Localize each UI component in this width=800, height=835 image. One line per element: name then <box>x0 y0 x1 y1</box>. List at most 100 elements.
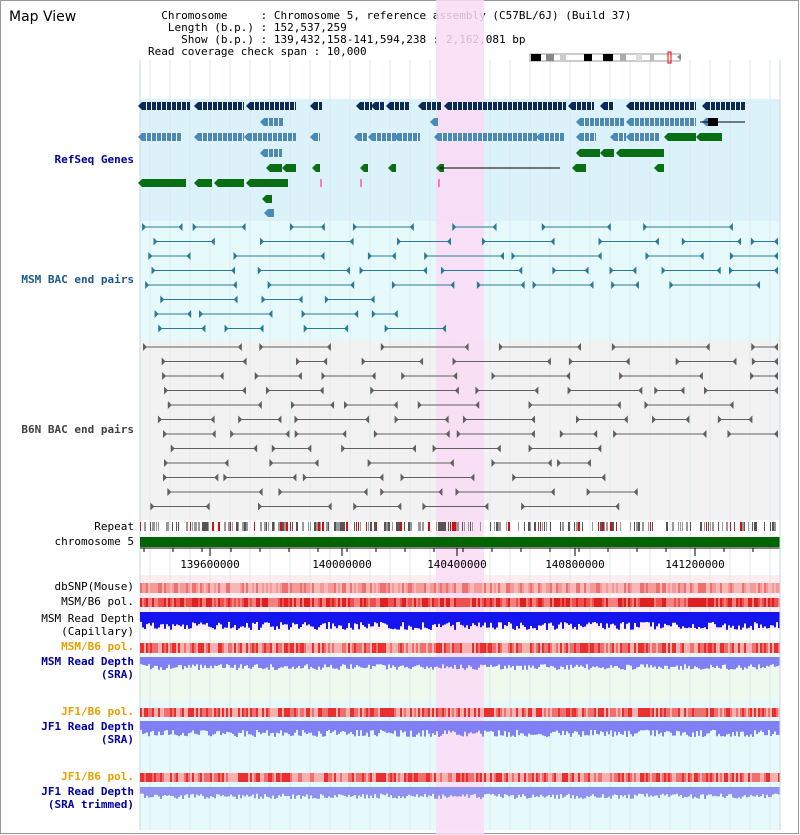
polymorphism-strip-cell <box>438 598 440 607</box>
repeat-mark <box>228 522 230 531</box>
polymorphism-strip-cell <box>496 708 498 717</box>
repeat-mark <box>470 522 471 531</box>
polymorphism-strip-cell <box>616 773 618 782</box>
polymorphism-strip-cell <box>560 773 562 782</box>
polymorphism-strip-cell <box>440 708 442 717</box>
polymorphism-strip-cell <box>196 773 198 782</box>
msm-capillary-depth-bar <box>462 612 464 626</box>
gene-exon <box>198 102 244 110</box>
polymorphism-strip-cell <box>764 583 766 593</box>
msm-capillary-depth-bar <box>618 612 620 630</box>
gene-exon-gap <box>278 118 279 126</box>
jf1-sra-depth-bar <box>266 721 268 731</box>
jf1-sra-depth-bar <box>334 721 336 731</box>
polymorphism-strip-cell <box>204 773 206 782</box>
polymorphism-strip-cell <box>616 583 618 593</box>
polymorphism-strip-cell <box>562 598 564 607</box>
msm-sra-depth-bar <box>286 657 288 667</box>
polymorphism-strip-cell <box>322 773 324 782</box>
msm-sra-depth-bar <box>520 657 522 666</box>
jf1-trim-depth-bar <box>634 787 636 795</box>
polymorphism-strip-cell <box>386 598 388 607</box>
msm-capillary-depth-bar <box>266 612 268 623</box>
jf1-trim-depth-bar <box>438 787 440 796</box>
jf1-sra-depth-bar <box>412 721 414 737</box>
polymorphism-strip-cell <box>190 598 192 607</box>
polymorphism-strip-cell <box>506 708 508 717</box>
polymorphism-strip-cell <box>306 583 308 593</box>
polymorphism-strip-cell <box>752 598 754 607</box>
track-label-refseq[interactable]: RefSeq Genes <box>54 153 134 166</box>
bac-end-right <box>438 488 443 496</box>
polymorphism-strip-cell <box>528 598 530 607</box>
polymorphism-strip-cell <box>636 583 638 593</box>
jf1-sra-depth-bar <box>236 721 238 737</box>
gene-exon-gap <box>227 102 228 110</box>
polymorphism-strip-cell <box>576 773 578 782</box>
track-label-msm-bac[interactable]: MSM BAC end pairs <box>21 273 134 286</box>
polymorphism-strip-cell <box>322 598 324 607</box>
msm-capillary-depth-bar <box>468 612 470 629</box>
polymorphism-strip-cell <box>250 643 252 653</box>
polymorphism-strip-cell <box>210 643 212 653</box>
msm-sra-depth-bar <box>562 657 564 668</box>
repeat-mark <box>408 522 410 531</box>
msm-capillary-depth-bar <box>264 612 266 623</box>
polymorphism-strip-cell <box>430 598 432 607</box>
jf1-sra-depth-bar <box>686 721 688 735</box>
polymorphism-strip-cell <box>428 773 430 782</box>
polymorphism-strip-cell <box>510 643 512 653</box>
polymorphism-strip-cell <box>180 708 182 717</box>
polymorphism-strip-cell <box>656 643 658 653</box>
msm-capillary-depth-bar <box>406 612 408 630</box>
bac-end-right <box>698 372 703 380</box>
gene-arrow <box>246 179 250 187</box>
track-label-b6n-bac[interactable]: B6N BAC end pairs <box>21 423 134 436</box>
polymorphism-strip-cell <box>556 583 558 593</box>
jf1-trim-depth-bar <box>614 787 616 795</box>
jf1-trim-depth-bar <box>520 787 522 798</box>
polymorphism-strip-cell <box>146 773 148 782</box>
polymorphism-strip-cell <box>494 583 496 593</box>
jf1-sra-depth-bar <box>430 721 432 737</box>
gene-exon-gap <box>362 133 363 141</box>
polymorphism-strip-cell <box>232 643 234 653</box>
repeat-mark <box>404 522 405 531</box>
msm-capillary-depth-bar <box>286 612 288 625</box>
polymorphism-strip-cell <box>452 583 454 593</box>
jf1-trim-depth-bar <box>706 787 708 796</box>
jf1-trim-depth-bar <box>762 787 764 795</box>
repeat-mark <box>754 522 756 531</box>
polymorphism-strip-cell <box>142 708 144 717</box>
polymorphism-strip-cell <box>528 583 530 593</box>
polymorphism-strip-cell <box>702 643 704 653</box>
polymorphism-strip-cell <box>168 643 170 653</box>
msm-sra-depth-bar <box>360 657 362 668</box>
msm-sra-depth-bar <box>640 657 642 665</box>
polymorphism-strip-cell <box>408 708 410 717</box>
bac-end-left <box>552 266 557 275</box>
gene-exon-gap <box>181 102 182 110</box>
jf1-sra-depth-bar <box>742 721 744 732</box>
polymorphism-strip-cell <box>402 598 404 607</box>
repeat-mark <box>218 522 220 531</box>
jf1-trim-depth-bar <box>506 787 508 795</box>
bac-end-right <box>447 237 452 246</box>
msm-sra-depth-bar <box>166 657 168 669</box>
track-label-jf1-depth-trim-sub: (SRA trimmed) <box>47 798 134 811</box>
polymorphism-strip-cell <box>236 773 238 782</box>
polymorphism-strip-cell <box>206 643 208 653</box>
polymorphism-strip-cell <box>384 583 386 593</box>
polymorphism-strip-cell <box>606 583 608 593</box>
gene-arrow <box>654 164 658 172</box>
repeat-mark <box>690 522 691 531</box>
polymorphism-strip-cell <box>760 773 762 782</box>
msm-capillary-depth-bar <box>224 612 226 628</box>
msm-capillary-depth-bar <box>514 612 516 630</box>
jf1-sra-depth-bar <box>546 721 548 737</box>
polymorphism-strip-cell <box>732 773 734 782</box>
jf1-sra-depth-bar <box>678 721 680 732</box>
msm-sra-depth-bar <box>734 657 736 670</box>
jf1-sra-depth-bar <box>486 721 488 732</box>
